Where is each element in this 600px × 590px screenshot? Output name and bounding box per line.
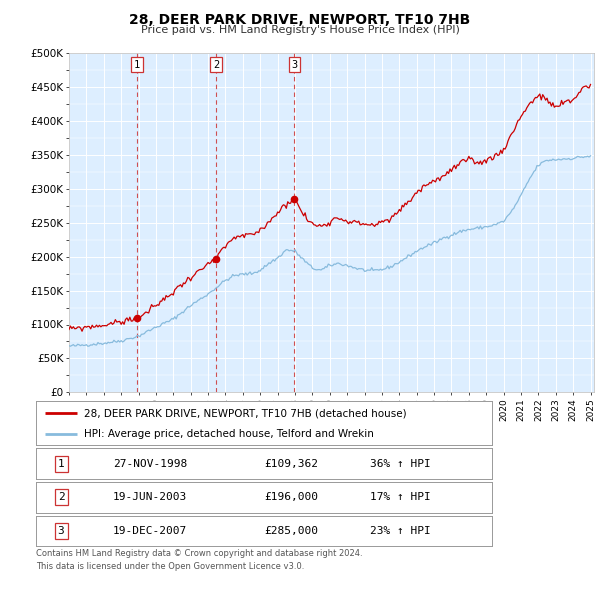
Text: 19-JUN-2003: 19-JUN-2003: [113, 493, 187, 502]
Text: 17% ↑ HPI: 17% ↑ HPI: [370, 493, 431, 502]
Text: 28, DEER PARK DRIVE, NEWPORT, TF10 7HB: 28, DEER PARK DRIVE, NEWPORT, TF10 7HB: [130, 13, 470, 27]
Text: 28, DEER PARK DRIVE, NEWPORT, TF10 7HB (detached house): 28, DEER PARK DRIVE, NEWPORT, TF10 7HB (…: [84, 408, 407, 418]
Text: Contains HM Land Registry data © Crown copyright and database right 2024.: Contains HM Land Registry data © Crown c…: [36, 549, 362, 558]
Text: Price paid vs. HM Land Registry's House Price Index (HPI): Price paid vs. HM Land Registry's House …: [140, 25, 460, 35]
Text: 3: 3: [291, 60, 298, 70]
Text: £196,000: £196,000: [265, 493, 319, 502]
Text: £109,362: £109,362: [265, 459, 319, 468]
Text: 1: 1: [134, 60, 140, 70]
Text: 19-DEC-2007: 19-DEC-2007: [113, 526, 187, 536]
Text: 36% ↑ HPI: 36% ↑ HPI: [370, 459, 431, 468]
Text: 3: 3: [58, 526, 64, 536]
Text: £285,000: £285,000: [265, 526, 319, 536]
Text: 27-NOV-1998: 27-NOV-1998: [113, 459, 187, 468]
Text: 2: 2: [58, 493, 64, 502]
Text: This data is licensed under the Open Government Licence v3.0.: This data is licensed under the Open Gov…: [36, 562, 304, 571]
Text: 1: 1: [58, 459, 64, 468]
Text: 23% ↑ HPI: 23% ↑ HPI: [370, 526, 431, 536]
Text: HPI: Average price, detached house, Telford and Wrekin: HPI: Average price, detached house, Telf…: [84, 428, 374, 438]
Text: 2: 2: [213, 60, 219, 70]
